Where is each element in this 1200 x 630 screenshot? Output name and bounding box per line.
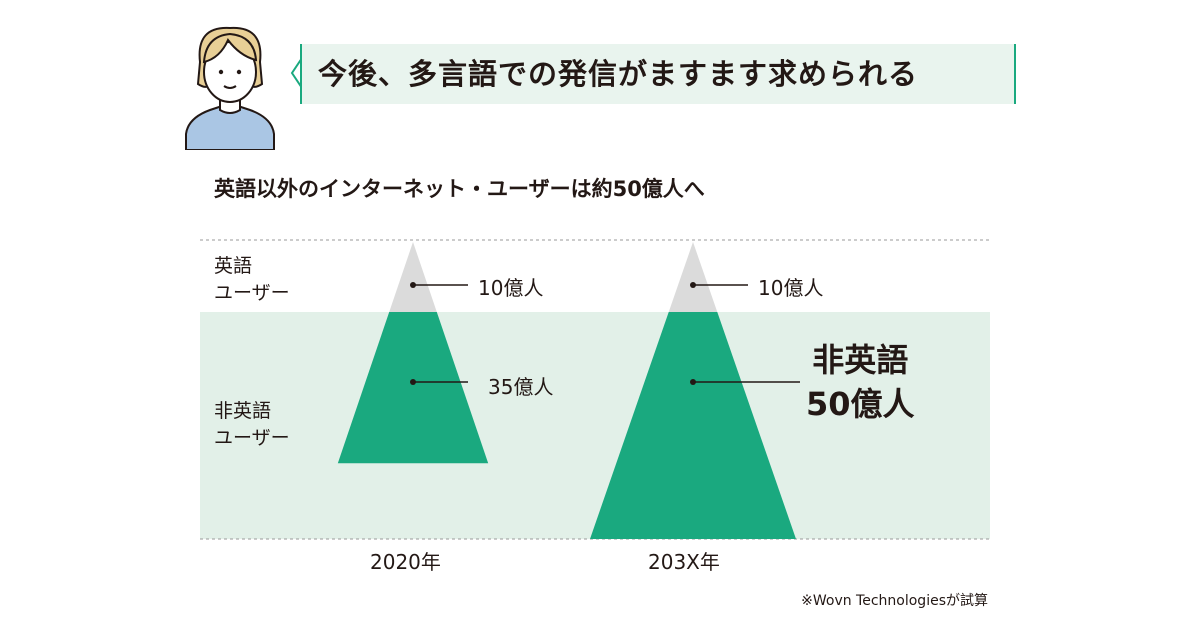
non-english-users-label: 非英語 ユーザー xyxy=(214,398,290,452)
x-tick-203x: 203X年 xyxy=(648,550,720,574)
person-avatar-icon xyxy=(185,26,275,150)
non-english-users-label-line1: 非英語 xyxy=(214,400,272,422)
non-english-band xyxy=(200,312,990,539)
speech-bubble-tail-icon xyxy=(290,58,303,88)
english-users-label-line2: ユーザー xyxy=(214,282,290,304)
value-label-2020-non-english: 35億人 xyxy=(488,375,554,399)
big-label-line2: 50億人 xyxy=(806,385,915,423)
value-label-203x-english: 10億人 xyxy=(758,276,824,300)
non-english-users-label-line2: ユーザー xyxy=(214,427,290,449)
english-mountain-0 xyxy=(389,242,437,312)
x-tick-2020: 2020年 xyxy=(370,550,441,574)
speech-bubble: 今後、多言語での発信がますます求められる xyxy=(300,44,1016,104)
chart-title: 英語以外のインターネット・ユーザーは約50億人へ xyxy=(214,177,705,201)
big-label-line1: 非英語 xyxy=(812,341,909,379)
value-label-203x-non-english: 非英語 50億人 xyxy=(806,338,915,426)
english-mountain-1 xyxy=(668,242,718,312)
value-label-2020-english: 10億人 xyxy=(478,276,544,300)
bubble-text: 今後、多言語での発信がますます求められる xyxy=(318,57,919,91)
non-english-mountain-1 xyxy=(590,312,796,539)
source-note: ※Wovn Technologiesが試算 xyxy=(801,593,988,609)
english-users-label-line1: 英語 xyxy=(214,255,253,277)
non-english-mountain-0 xyxy=(337,312,489,464)
english-users-label: 英語 ユーザー xyxy=(214,253,290,307)
